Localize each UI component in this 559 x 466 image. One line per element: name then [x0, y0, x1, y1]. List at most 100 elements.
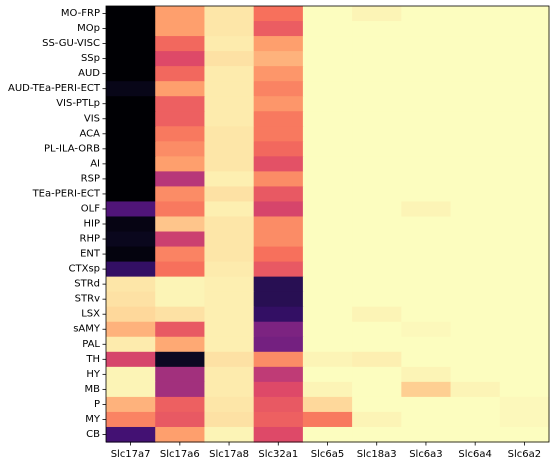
heatmap-cell-LSX-Slc17a8	[204, 306, 255, 323]
heatmap-cell-ACA-Slc6a3	[401, 126, 452, 142]
heatmap-cell-HIP-Slc6a5	[302, 216, 353, 233]
y-tick-label: SSp	[81, 53, 100, 64]
heatmap-cell-VIS-PTLp-Slc6a3	[401, 96, 452, 112]
heatmap-cell-AUD-Slc18a3	[352, 66, 402, 82]
heatmap-cell-SS-GU-VISC-Slc32a1	[253, 36, 304, 52]
heatmap-cell-HIP-Slc6a4	[450, 216, 501, 233]
heatmap-cell-CB-Slc17a7	[106, 426, 156, 443]
heatmap-cell-AUD-TEa-PERI-ECT-Slc6a3	[401, 81, 452, 97]
heatmap-cell-sAMY-Slc6a3	[401, 321, 452, 338]
heatmap-cell-RHP-Slc6a4	[450, 231, 501, 248]
heatmap-cell-VIS-PTLp-Slc6a5	[302, 96, 353, 112]
heatmap-cell-P-Slc6a3	[401, 396, 452, 413]
heatmap-cell-OLF-Slc18a3	[352, 201, 402, 218]
heatmap-cell-VIS-Slc17a8	[204, 111, 255, 127]
heatmap-cell-CTXsp-Slc17a7	[106, 261, 156, 278]
heatmap-cell-AUD-Slc6a2	[499, 66, 550, 82]
y-tick-label: AI	[90, 158, 100, 169]
heatmap-cell-CB-Slc6a5	[302, 426, 353, 443]
heatmap-cell-SS-GU-VISC-Slc6a2	[499, 36, 550, 52]
y-tick-label: STRd	[74, 279, 100, 290]
heatmap-cell-RSP-Slc17a6	[155, 171, 206, 188]
heatmap-cell-TEa-PERI-ECT-Slc6a5	[302, 186, 353, 203]
heatmap-cell-MOp-Slc6a4	[450, 21, 501, 37]
heatmap-cell-AUD-Slc17a8	[204, 66, 255, 82]
heatmap-cell-AI-Slc32a1	[253, 156, 304, 172]
y-tick-label: OLF	[81, 203, 100, 214]
heatmap-cell-HIP-Slc6a2	[499, 216, 550, 233]
heatmap-cell-sAMY-Slc6a4	[450, 321, 501, 338]
heatmap-cell-AUD-Slc6a5	[302, 66, 353, 82]
x-tick-label: Slc17a7	[111, 449, 151, 460]
heatmap-cell-MB-Slc17a6	[155, 381, 206, 398]
heatmap-cell-LSX-Slc6a5	[302, 306, 353, 323]
heatmap-cell-SSp-Slc18a3	[352, 51, 402, 67]
y-tick-label: VIS-PTLp	[56, 98, 100, 109]
heatmap-cell-STRv-Slc17a7	[106, 291, 156, 308]
heatmap-cell-LSX-Slc18a3	[352, 306, 402, 323]
heatmap-cell-CB-Slc6a4	[450, 426, 501, 443]
heatmap-cell-RHP-Slc17a7	[106, 231, 156, 248]
heatmap-cell-STRd-Slc6a3	[401, 276, 452, 293]
heatmap-cell-TEa-PERI-ECT-Slc17a6	[155, 186, 206, 203]
heatmap-cell-TH-Slc6a5	[302, 351, 353, 368]
heatmap-cell-CTXsp-Slc17a6	[155, 261, 206, 278]
heatmap-cell-STRv-Slc6a4	[450, 291, 501, 308]
heatmap-cell-VIS-PTLp-Slc18a3	[352, 96, 402, 112]
heatmap-cell-P-Slc6a2	[499, 396, 550, 413]
heatmap-cell-TH-Slc17a7	[106, 351, 156, 368]
heatmap-cell-RHP-Slc17a6	[155, 231, 206, 248]
heatmap-cell-TH-Slc18a3	[352, 351, 402, 368]
heatmap-cell-TH-Slc32a1	[253, 351, 304, 368]
x-tick-label: Slc6a4	[458, 449, 491, 460]
y-tick-label: MO-FRP	[61, 8, 100, 19]
heatmap-cell-MB-Slc17a7	[106, 381, 156, 398]
heatmap-cell-SSp-Slc6a4	[450, 51, 501, 67]
heatmap-cell-MY-Slc17a8	[204, 411, 255, 428]
heatmap-cell-sAMY-Slc17a6	[155, 321, 206, 338]
heatmap-cell-AUD-TEa-PERI-ECT-Slc17a8	[204, 81, 255, 97]
heatmap-cell-HY-Slc18a3	[352, 366, 402, 383]
heatmap-cell-HIP-Slc17a8	[204, 216, 255, 233]
y-tick-label: HY	[86, 369, 101, 380]
heatmap-cell-STRv-Slc18a3	[352, 291, 402, 308]
heatmap-cell-LSX-Slc32a1	[253, 306, 304, 323]
heatmap-cell-AUD-Slc17a6	[155, 66, 206, 82]
heatmap-cell-ACA-Slc17a8	[204, 126, 255, 142]
heatmap-cell-MY-Slc18a3	[352, 411, 402, 428]
heatmap-cell-OLF-Slc17a8	[204, 201, 255, 218]
y-tick-label: PL-ILA-ORB	[44, 143, 100, 154]
heatmap-cell-RHP-Slc6a2	[499, 231, 550, 248]
heatmap-cell-TH-Slc17a6	[155, 351, 206, 368]
heatmap-cell-AUD-TEa-PERI-ECT-Slc17a7	[106, 81, 156, 97]
heatmap-cell-MOp-Slc6a5	[302, 21, 353, 37]
x-tick-label: Slc18a3	[357, 449, 397, 460]
heatmap-cell-HIP-Slc17a7	[106, 216, 156, 233]
heatmap-cell-STRv-Slc17a8	[204, 291, 255, 308]
heatmap-cell-MO-FRP-Slc6a2	[499, 6, 550, 22]
heatmap-cell-ENT-Slc6a4	[450, 246, 501, 263]
heatmap-cell-AUD-Slc6a4	[450, 66, 501, 82]
heatmap-cell-VIS-Slc18a3	[352, 111, 402, 127]
heatmap-cell-ACA-Slc32a1	[253, 126, 304, 142]
heatmap-cell-AUD-TEa-PERI-ECT-Slc32a1	[253, 81, 304, 97]
heatmap-cell-LSX-Slc17a6	[155, 306, 206, 323]
heatmap-cell-VIS-Slc17a7	[106, 111, 156, 127]
heatmap-cell-CB-Slc18a3	[352, 426, 402, 443]
heatmap-cell-P-Slc6a4	[450, 396, 501, 413]
heatmap-cell-VIS-PTLp-Slc17a8	[204, 96, 255, 112]
y-tick-label: TEa-PERI-ECT	[32, 188, 101, 199]
heatmap-cell-sAMY-Slc6a5	[302, 321, 353, 338]
y-tick-label: CB	[86, 429, 100, 440]
heatmap-cell-AI-Slc18a3	[352, 156, 402, 172]
heatmap-cell-MOp-Slc6a2	[499, 21, 550, 37]
heatmap-cell-RSP-Slc6a5	[302, 171, 353, 188]
heatmap-cell-HY-Slc6a2	[499, 366, 550, 383]
heatmap-cell-ACA-Slc6a5	[302, 126, 353, 142]
heatmap-cell-STRd-Slc32a1	[253, 276, 304, 293]
heatmap-cell-AUD-Slc32a1	[253, 66, 304, 82]
heatmap-cell-AUD-TEa-PERI-ECT-Slc6a4	[450, 81, 501, 97]
heatmap-cell-MO-FRP-Slc6a3	[401, 6, 452, 22]
heatmap-cell-MOp-Slc17a6	[155, 21, 206, 37]
